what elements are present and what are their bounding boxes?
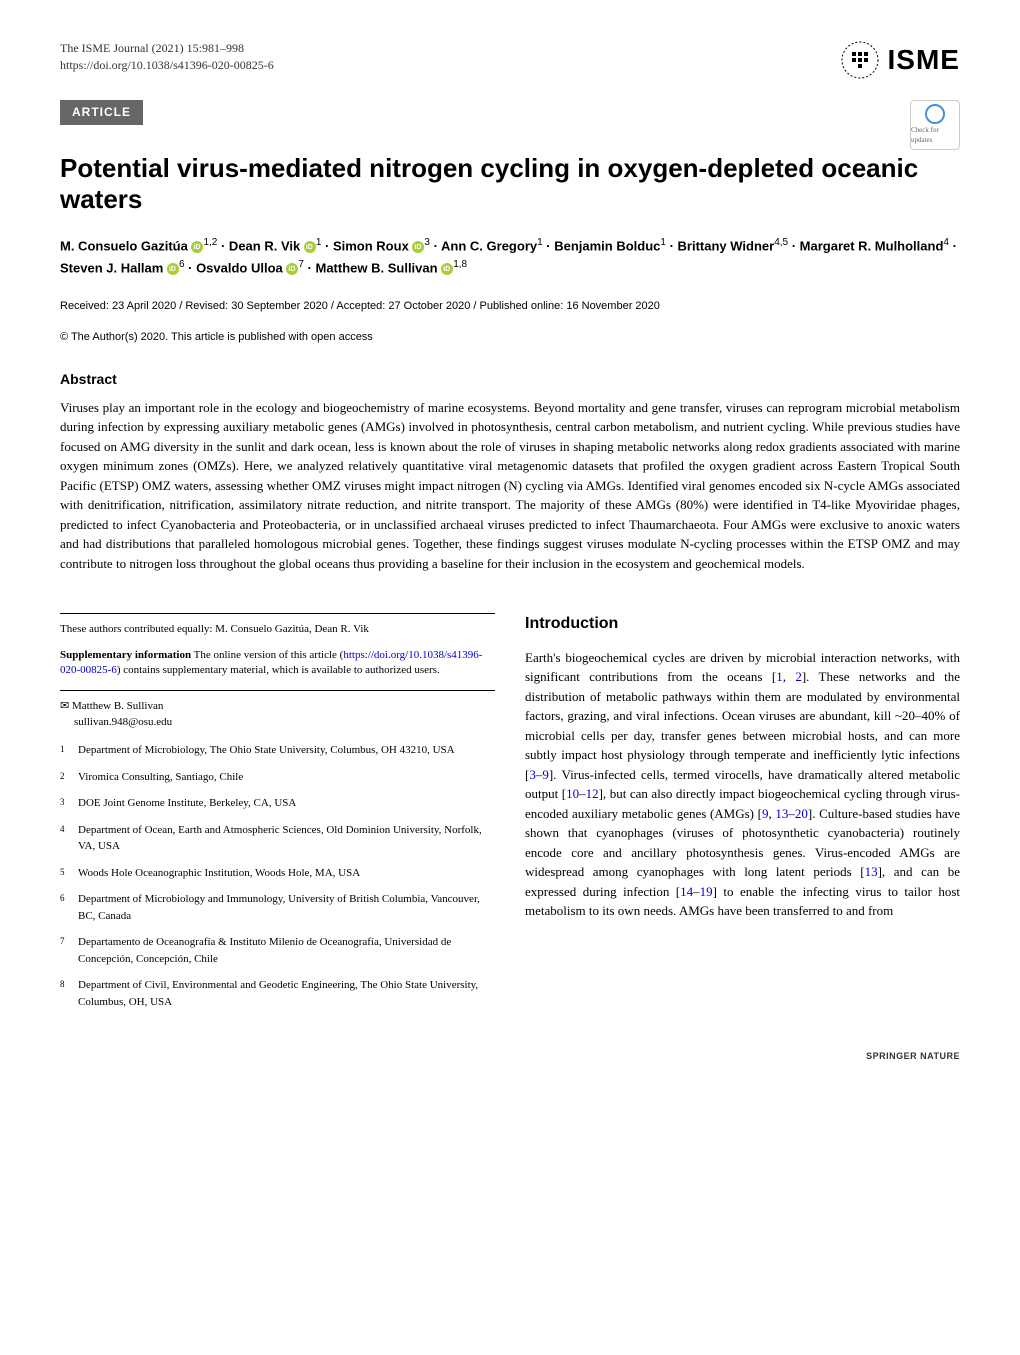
- affiliation-text: Department of Microbiology, The Ohio Sta…: [78, 742, 455, 759]
- affiliation-text: DOE Joint Genome Institute, Berkeley, CA…: [78, 795, 296, 812]
- affiliation-number: 6: [60, 891, 78, 924]
- copyright: © The Author(s) 2020. This article is pu…: [60, 330, 960, 345]
- two-column-layout: These authors contributed equally: M. Co…: [60, 613, 960, 1020]
- affiliation-number: 5: [60, 865, 78, 882]
- affiliation-item: 6Department of Microbiology and Immunolo…: [60, 891, 495, 924]
- affiliation-number: 8: [60, 977, 78, 1010]
- affiliation-text: Departamento de Oceanografía & Instituto…: [78, 934, 495, 967]
- check-updates-button[interactable]: Check for updates: [910, 100, 960, 150]
- affiliation-number: 3: [60, 795, 78, 812]
- affiliation-text: Department of Microbiology and Immunolog…: [78, 891, 495, 924]
- header-top: The ISME Journal (2021) 15:981–998 https…: [60, 40, 960, 80]
- article-title: Potential virus-mediated nitrogen cyclin…: [60, 153, 960, 215]
- affiliation-number: 4: [60, 822, 78, 855]
- right-column: Introduction Earth's biogeochemical cycl…: [525, 613, 960, 1020]
- corresponding-name: Matthew B. Sullivan: [72, 700, 163, 712]
- doi-link[interactable]: https://doi.org/10.1038/s41396-020-00825…: [60, 57, 274, 74]
- affiliation-item: 5Woods Hole Oceanographic Institution, W…: [60, 865, 495, 882]
- journal-citation: The ISME Journal (2021) 15:981–998 https…: [60, 40, 274, 74]
- supp-label: Supplementary information: [60, 649, 191, 661]
- affiliation-item: 7Departamento de Oceanografía & Institut…: [60, 934, 495, 967]
- globe-icon: [840, 40, 880, 80]
- isme-logo-text: ISME: [888, 40, 960, 79]
- corresponding-email: sullivan.948@osu.edu: [74, 716, 172, 728]
- envelope-icon: ✉: [60, 699, 69, 714]
- affiliation-number: 2: [60, 769, 78, 786]
- affiliation-item: 2Viromica Consulting, Santiago, Chile: [60, 769, 495, 786]
- contributed-equally: These authors contributed equally: M. Co…: [60, 613, 495, 637]
- affiliation-text: Woods Hole Oceanographic Institution, Wo…: [78, 865, 360, 882]
- affiliation-item: 3DOE Joint Genome Institute, Berkeley, C…: [60, 795, 495, 812]
- affiliation-item: 8Department of Civil, Environmental and …: [60, 977, 495, 1010]
- introduction-heading: Introduction: [525, 613, 960, 635]
- supplementary-info: Supplementary information The online ver…: [60, 648, 495, 679]
- journal-name: The ISME Journal (2021) 15:981–998: [60, 40, 274, 57]
- article-badge: ARTICLE: [60, 100, 143, 125]
- check-updates-label: Check for updates: [911, 126, 959, 146]
- affiliation-text: Department of Ocean, Earth and Atmospher…: [78, 822, 495, 855]
- publisher-footer: SPRINGER NATURE: [60, 1050, 960, 1063]
- affiliation-text: Department of Civil, Environmental and G…: [78, 977, 495, 1010]
- check-circle-icon: [925, 104, 945, 124]
- supp-text: The online version of this article (: [191, 649, 343, 661]
- abstract-section: Abstract Viruses play an important role …: [60, 370, 960, 573]
- affiliation-text: Viromica Consulting, Santiago, Chile: [78, 769, 243, 786]
- isme-logo: ISME: [840, 40, 960, 80]
- publication-dates: Received: 23 April 2020 / Revised: 30 Se…: [60, 299, 960, 314]
- supp-text2: ) contains supplementary material, which…: [117, 664, 440, 676]
- affiliation-number: 1: [60, 742, 78, 759]
- left-column: These authors contributed equally: M. Co…: [60, 613, 495, 1020]
- corresponding-author: ✉ Matthew B. Sullivan sullivan.948@osu.e…: [60, 690, 495, 730]
- affiliation-item: 4Department of Ocean, Earth and Atmosphe…: [60, 822, 495, 855]
- affiliations-list: 1Department of Microbiology, The Ohio St…: [60, 742, 495, 1010]
- introduction-text: Earth's biogeochemical cycles are driven…: [525, 648, 960, 921]
- article-type-row: ARTICLE Check for updates: [60, 100, 960, 133]
- abstract-text: Viruses play an important role in the ec…: [60, 398, 960, 574]
- affiliation-item: 1Department of Microbiology, The Ohio St…: [60, 742, 495, 759]
- abstract-heading: Abstract: [60, 370, 960, 390]
- affiliation-number: 7: [60, 934, 78, 967]
- authors-list: M. Consuelo Gazitúa 1,2 · Dean R. Vik 1 …: [60, 235, 960, 279]
